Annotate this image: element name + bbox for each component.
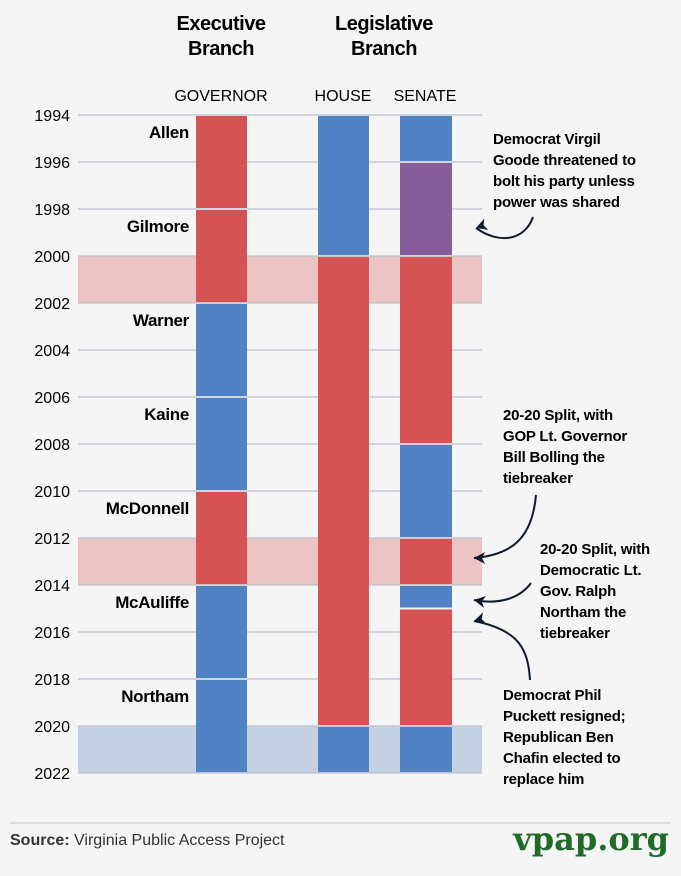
governor-segment-republican (196, 116, 247, 208)
y-tick-label: 2004 (34, 343, 70, 360)
executive-branch-header: Branch (188, 38, 254, 60)
y-tick-label: 1998 (34, 202, 70, 219)
source-text: Virginia Public Access Project (74, 832, 285, 849)
house-segment-democrat (318, 727, 369, 772)
y-tick-label: 1994 (34, 108, 70, 125)
house-segment-republican (318, 257, 369, 725)
governor-name-label: Northam (121, 687, 189, 706)
annotation-text: tiebreaker (540, 625, 610, 642)
y-tick-label: 2006 (34, 390, 70, 407)
annotation-text: Goode threatened to (493, 152, 636, 169)
governor-name-label: Kaine (144, 405, 189, 424)
y-tick-label: 2016 (34, 625, 70, 642)
annotation-text: 20-20 Split, with (503, 407, 613, 424)
annotation-text: Chafin elected to (503, 750, 620, 767)
annotation-text: Democrat Virgil (493, 131, 601, 148)
arrowhead-icon (476, 218, 489, 230)
annotation-arrow (473, 620, 531, 681)
y-tick-label: 2014 (34, 578, 70, 595)
governor-segment-republican (196, 210, 247, 302)
governor-name-label: McDonnell (106, 499, 189, 518)
source-note: Source: Virginia Public Access Project (10, 832, 285, 850)
annotation-text: Democratic Lt. (540, 562, 641, 579)
governor-segment-democrat (196, 586, 247, 678)
house-column-label: HOUSE (315, 88, 372, 105)
senate-segment-republican (400, 609, 452, 725)
governor-name-label: McAuliffe (115, 593, 189, 612)
governor-name-label: Warner (133, 311, 190, 330)
source-label: Source: (10, 832, 70, 849)
footer-divider (10, 822, 671, 824)
governor-name-label: Allen (149, 123, 189, 142)
senate-segment-republican (400, 257, 452, 443)
legislative-branch-header: Branch (351, 38, 417, 60)
y-tick-label: 2000 (34, 249, 70, 266)
annotation-text: GOP Lt. Governor (503, 428, 627, 445)
annotation-text: bolt his party unless (493, 173, 635, 190)
executive-branch-header: Executive (177, 13, 266, 35)
legislative-branch-header: Legislative (335, 13, 433, 35)
governor-segment-democrat (196, 304, 247, 396)
senate-column-label: SENATE (394, 88, 457, 105)
governor-segment-democrat (196, 680, 247, 772)
y-tick-label: 2002 (34, 296, 70, 313)
annotation-text: Gov. Ralph (540, 583, 616, 600)
senate-segment-democrat (400, 116, 452, 161)
annotation-arrow (473, 494, 537, 559)
y-tick-label: 2008 (34, 437, 70, 454)
y-tick-label: 2018 (34, 672, 70, 689)
annotation-text: Puckett resigned; (503, 708, 625, 725)
arrowhead-icon (474, 612, 487, 624)
house-segment-democrat (318, 116, 369, 255)
annotation-text: Northam the (540, 604, 626, 621)
annotation-arrow (475, 216, 534, 239)
governor-column-label: GOVERNOR (174, 88, 267, 105)
y-tick-label: 1996 (34, 155, 70, 172)
arrowhead-icon (474, 596, 486, 608)
senate-segment-democrat (400, 445, 452, 537)
vpap-logo[interactable]: vpap.org (513, 820, 669, 858)
annotation-text: Bill Bolling the (503, 449, 605, 466)
senate-segment-democrat (400, 586, 452, 608)
annotation-text: tiebreaker (503, 470, 573, 487)
annotation-text: power was shared (493, 194, 620, 211)
y-tick-label: 2020 (34, 719, 70, 736)
annotation-text: Democrat Phil (503, 687, 601, 704)
governor-name-label: Gilmore (127, 217, 189, 236)
senate-segment-democrat (400, 727, 452, 772)
governor-segment-republican (196, 492, 247, 584)
annotation-text: 20-20 Split, with (540, 541, 650, 558)
y-tick-label: 2010 (34, 484, 70, 501)
senate-segment-republican (400, 539, 452, 584)
timeline-chart: 1994 1996 1998 2000 2002 2004 2006 2008 2010 2012… (34, 13, 650, 788)
governor-segment-democrat (196, 398, 247, 490)
annotation-text: Republican Ben (503, 729, 614, 746)
senate-segment-split (400, 163, 452, 255)
y-tick-label: 2012 (34, 531, 70, 548)
arrowhead-icon (474, 552, 485, 564)
annotation-text: replace him (503, 771, 584, 788)
y-tick-label: 2022 (34, 766, 70, 783)
